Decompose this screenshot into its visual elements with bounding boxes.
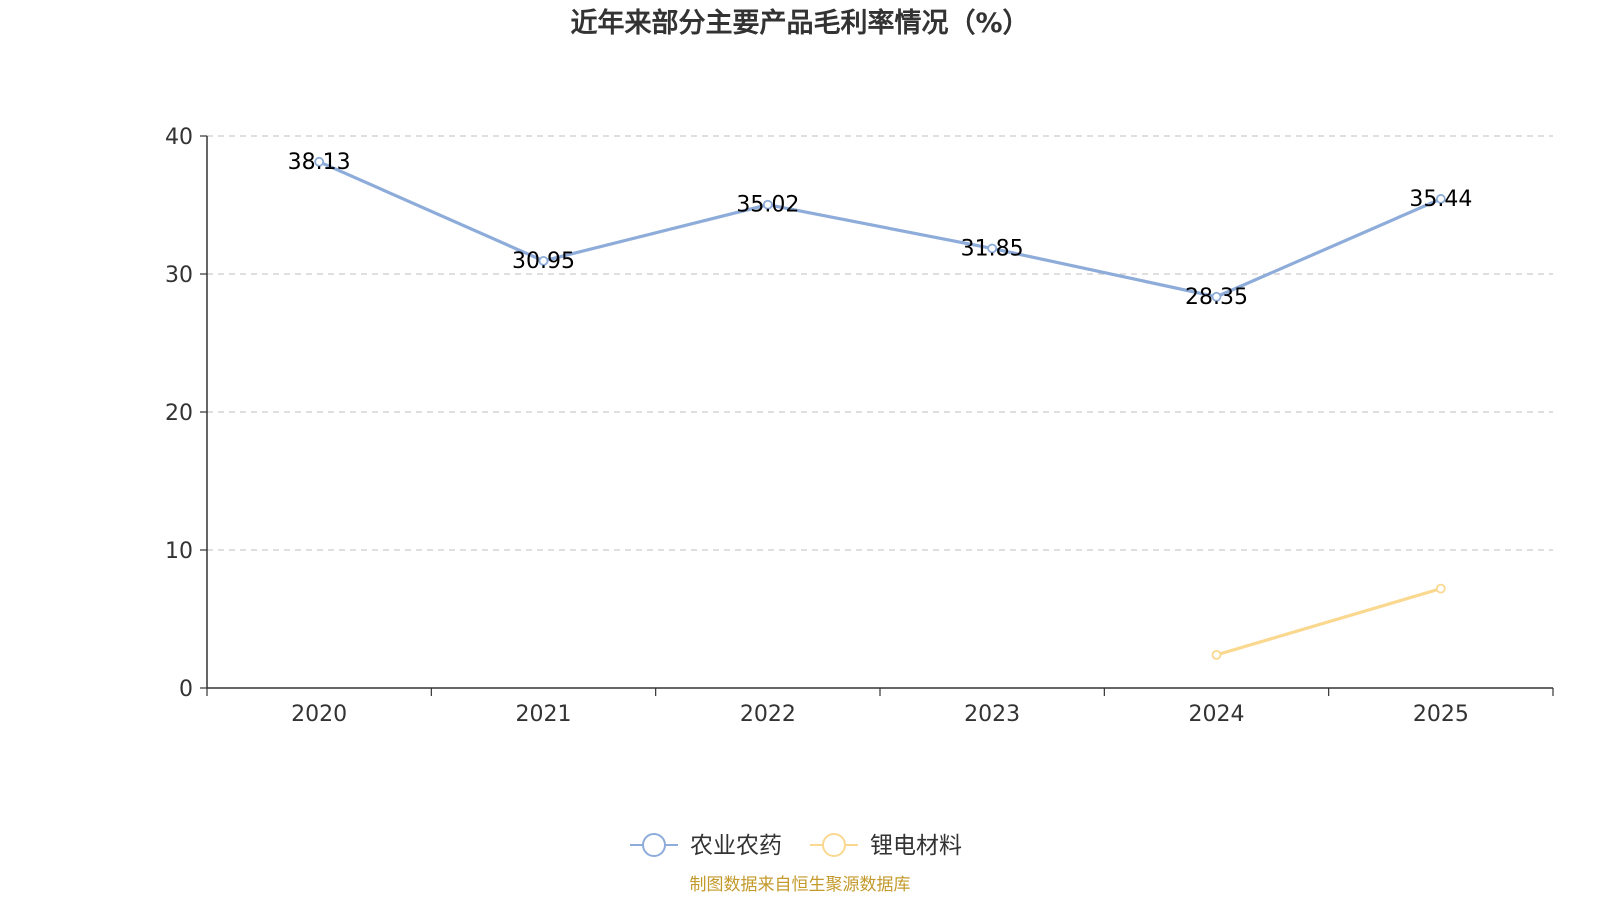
x-tick-label: 2021 bbox=[516, 702, 572, 727]
data-point bbox=[538, 255, 549, 266]
y-tick-label: 30 bbox=[165, 263, 193, 288]
x-tick-label: 2023 bbox=[964, 702, 1020, 727]
y-tick-label: 40 bbox=[165, 125, 193, 150]
data-point bbox=[314, 156, 325, 167]
data-label: 35.02 bbox=[736, 193, 799, 218]
legend-item-1: 锂电材料 bbox=[810, 833, 962, 859]
chart-title: 近年来部分主要产品毛利率情况（%） bbox=[570, 7, 1029, 39]
x-tick-label: 2024 bbox=[1189, 702, 1245, 727]
x-tick-label: 2022 bbox=[740, 702, 796, 727]
x-tick-label: 2020 bbox=[291, 702, 347, 727]
data-point bbox=[762, 199, 773, 210]
y-tick-label: 20 bbox=[165, 401, 193, 426]
axes: 0 10 20 30 40 2020 2021 2022 2023 2024 2025 bbox=[165, 125, 1554, 727]
x-tick-label: 2025 bbox=[1413, 702, 1469, 727]
data-point bbox=[987, 243, 998, 254]
y-tick-label: 10 bbox=[165, 539, 193, 564]
data-point bbox=[1211, 291, 1222, 302]
legend-marker bbox=[642, 833, 666, 857]
data-label: 38.13 bbox=[288, 150, 351, 175]
legend-label: 农业农药 bbox=[690, 833, 782, 859]
data-point bbox=[1435, 583, 1446, 594]
gridlines bbox=[207, 135, 1553, 551]
data-labels: 38.13 30.95 35.02 31.85 28.35 35.44 bbox=[288, 150, 1473, 310]
data-point bbox=[1211, 649, 1222, 660]
legend-label: 锂电材料 bbox=[870, 833, 962, 859]
data-point bbox=[1435, 194, 1446, 204]
source-note: 制图数据来自恒生聚源数据库 bbox=[690, 875, 911, 895]
series-line-0 bbox=[318, 160, 1442, 299]
series-line-1 bbox=[1216, 587, 1442, 657]
legend-marker bbox=[822, 833, 846, 857]
y-tick-label: 0 bbox=[179, 677, 193, 702]
data-label: 31.85 bbox=[961, 236, 1024, 261]
legend: 农业农药 锂电材料 bbox=[630, 833, 962, 859]
legend-item-0: 农业农药 bbox=[630, 833, 782, 859]
data-label: 35.44 bbox=[1409, 187, 1472, 212]
data-label: 28.35 bbox=[1185, 285, 1248, 310]
data-label: 30.95 bbox=[512, 249, 575, 274]
series-layer bbox=[314, 156, 1446, 660]
